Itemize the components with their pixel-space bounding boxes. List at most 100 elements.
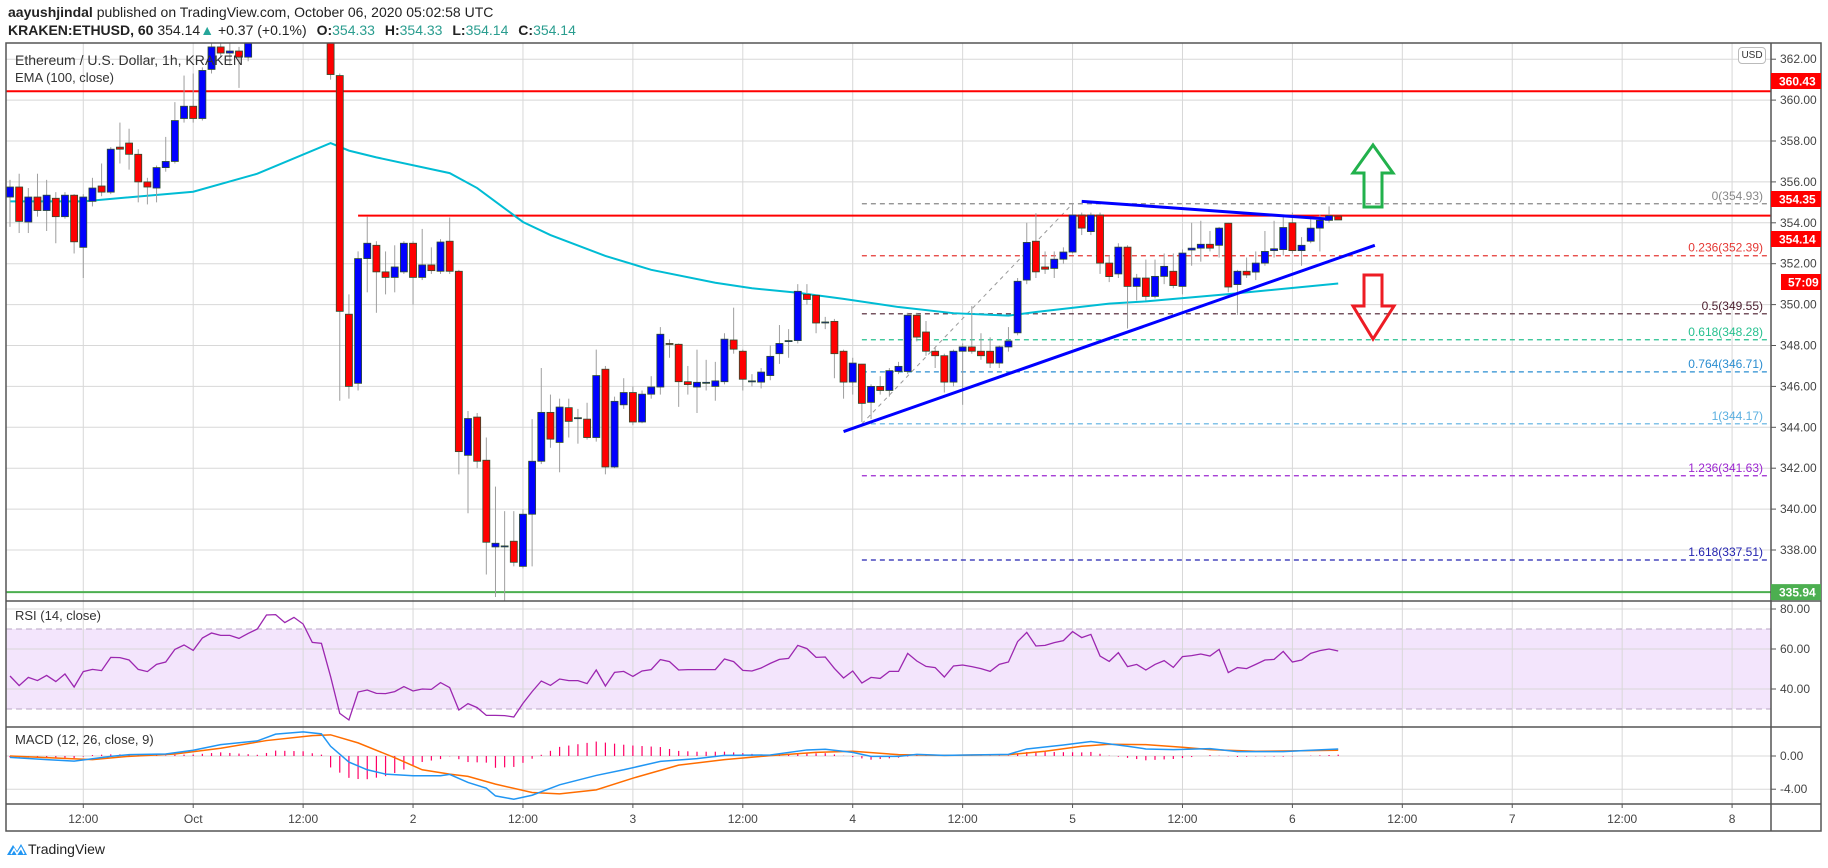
candle[interactable] xyxy=(436,239,445,274)
candle[interactable] xyxy=(464,410,472,514)
candle[interactable] xyxy=(1315,214,1324,252)
candle[interactable] xyxy=(931,347,940,368)
candle[interactable] xyxy=(1160,253,1169,285)
candle[interactable] xyxy=(665,339,674,358)
candle[interactable] xyxy=(427,247,436,274)
candle[interactable] xyxy=(143,177,152,205)
candle[interactable] xyxy=(784,329,793,358)
candle[interactable] xyxy=(1215,226,1224,258)
candle[interactable] xyxy=(1279,214,1288,256)
candle[interactable] xyxy=(1206,230,1214,252)
candle[interactable] xyxy=(839,349,848,399)
candle[interactable] xyxy=(1169,253,1178,289)
candle[interactable] xyxy=(390,245,399,293)
candle[interactable] xyxy=(15,173,24,234)
candle[interactable] xyxy=(967,306,976,354)
candle[interactable] xyxy=(748,374,756,387)
candle[interactable] xyxy=(335,73,344,401)
candle[interactable] xyxy=(381,251,390,295)
candle[interactable] xyxy=(885,367,894,397)
candle[interactable] xyxy=(1151,259,1159,299)
macd-legend[interactable]: MACD (12, 26, close, 9) xyxy=(15,732,154,747)
candle[interactable] xyxy=(647,376,656,399)
candle[interactable] xyxy=(1141,259,1150,301)
candle[interactable] xyxy=(1334,215,1343,221)
candle[interactable] xyxy=(106,147,115,195)
candle[interactable] xyxy=(555,398,564,473)
candle[interactable] xyxy=(263,0,270,29)
candle[interactable] xyxy=(656,327,665,395)
candle[interactable] xyxy=(912,312,921,342)
candle[interactable] xyxy=(574,408,582,444)
candle[interactable] xyxy=(519,509,527,569)
candle[interactable] xyxy=(628,386,637,426)
candle[interactable] xyxy=(848,357,857,395)
candle[interactable] xyxy=(51,192,60,244)
candle[interactable] xyxy=(601,365,610,475)
candle[interactable] xyxy=(500,511,509,601)
candle[interactable] xyxy=(180,75,188,123)
candle[interactable] xyxy=(619,378,628,409)
tradingview-logo[interactable]: TradingView xyxy=(6,841,105,857)
candle[interactable] xyxy=(272,0,279,20)
candle[interactable] xyxy=(757,367,766,389)
candle[interactable] xyxy=(821,316,830,330)
candle[interactable] xyxy=(1261,230,1269,266)
candle[interactable] xyxy=(70,194,79,254)
candle[interactable] xyxy=(986,337,995,368)
candle[interactable] xyxy=(720,333,729,385)
candle[interactable] xyxy=(683,365,692,395)
candle[interactable] xyxy=(1270,220,1278,258)
resistance-trendline[interactable] xyxy=(1081,199,1330,221)
candle[interactable] xyxy=(445,217,454,274)
candle[interactable] xyxy=(482,437,491,575)
candle[interactable] xyxy=(1068,203,1077,254)
candle[interactable] xyxy=(638,390,646,424)
candle[interactable] xyxy=(1050,251,1059,279)
candle[interactable] xyxy=(1086,212,1095,236)
candle[interactable] xyxy=(1123,245,1132,329)
candle[interactable] xyxy=(1288,212,1297,254)
candle[interactable] xyxy=(1187,222,1196,266)
candle[interactable] xyxy=(995,345,1004,368)
candle[interactable] xyxy=(61,192,69,219)
candle[interactable] xyxy=(903,312,912,375)
candle[interactable] xyxy=(876,376,885,395)
candle[interactable] xyxy=(1004,327,1013,352)
candle[interactable] xyxy=(300,0,307,10)
candle[interactable] xyxy=(354,251,362,391)
candle[interactable] xyxy=(79,194,88,279)
candle[interactable] xyxy=(940,353,949,393)
candle[interactable] xyxy=(1114,243,1123,279)
candle[interactable] xyxy=(583,402,591,440)
candle[interactable] xyxy=(693,349,701,413)
candle[interactable] xyxy=(399,241,408,274)
candle[interactable] xyxy=(977,333,985,360)
candle[interactable] xyxy=(857,363,866,422)
candle[interactable] xyxy=(170,102,179,164)
candle[interactable] xyxy=(33,173,42,217)
candle[interactable] xyxy=(125,128,133,170)
candle[interactable] xyxy=(161,136,170,172)
candle[interactable] xyxy=(1059,247,1068,264)
candle[interactable] xyxy=(454,269,463,475)
candle[interactable] xyxy=(1178,249,1187,295)
candle[interactable] xyxy=(1032,213,1040,279)
candle[interactable] xyxy=(97,163,106,197)
candle[interactable] xyxy=(546,394,555,448)
candle[interactable] xyxy=(674,343,683,407)
candle[interactable] xyxy=(1224,222,1233,293)
candle[interactable] xyxy=(309,0,316,8)
candle[interactable] xyxy=(207,35,216,74)
candle[interactable] xyxy=(922,320,930,356)
candle[interactable] xyxy=(509,511,518,567)
candle[interactable] xyxy=(894,361,903,375)
candle[interactable] xyxy=(134,149,143,203)
candle[interactable] xyxy=(318,0,325,18)
candle[interactable] xyxy=(537,367,546,465)
candle[interactable] xyxy=(1041,251,1049,274)
support-trendline[interactable] xyxy=(843,243,1376,434)
candle[interactable] xyxy=(803,284,811,305)
candle[interactable] xyxy=(1196,220,1205,262)
